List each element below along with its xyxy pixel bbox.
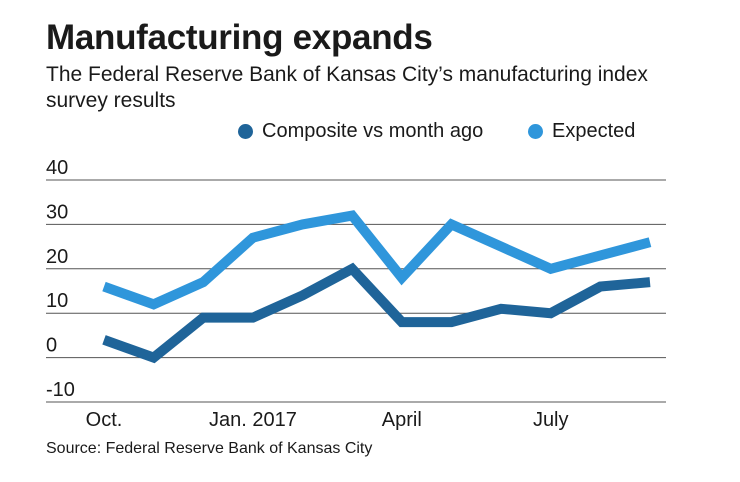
legend-dot-composite-icon xyxy=(238,124,253,139)
y-tick-label: 20 xyxy=(46,246,68,268)
y-tick-label: 30 xyxy=(46,201,68,223)
series-line-composite xyxy=(102,262,651,364)
y-tick-label: -10 xyxy=(46,379,75,401)
legend-label-expected: Expected xyxy=(552,120,636,142)
chart-subtitle: The Federal Reserve Bank of Kansas City’… xyxy=(46,63,648,112)
x-tick-label: July xyxy=(533,409,569,431)
y-tick-label: 10 xyxy=(46,290,68,312)
x-tick-label: Jan. 2017 xyxy=(209,409,297,431)
y-tick-label: 0 xyxy=(46,335,57,357)
legend-dot-expected-icon xyxy=(528,124,543,139)
source-note: Source: Federal Reserve Bank of Kansas C… xyxy=(46,440,373,457)
x-tick-label: Oct. xyxy=(86,409,123,431)
y-tick-label: 40 xyxy=(46,157,68,179)
x-axis-tick-labels: Oct. Jan. 2017 April July xyxy=(86,409,569,431)
series-lines xyxy=(102,210,652,364)
legend-label-composite: Composite vs month ago xyxy=(262,120,484,142)
legend: Composite vs month ago Expected xyxy=(0,120,740,146)
legend-item-composite: Composite vs month ago xyxy=(238,120,483,143)
chart-title: Manufacturing expands xyxy=(46,18,433,57)
x-tick-label: April xyxy=(382,409,422,431)
y-axis-tick-labels: 40 30 20 10 0 -10 xyxy=(46,157,75,401)
series-line-expected xyxy=(102,210,652,310)
legend-item-expected: Expected xyxy=(528,120,635,143)
